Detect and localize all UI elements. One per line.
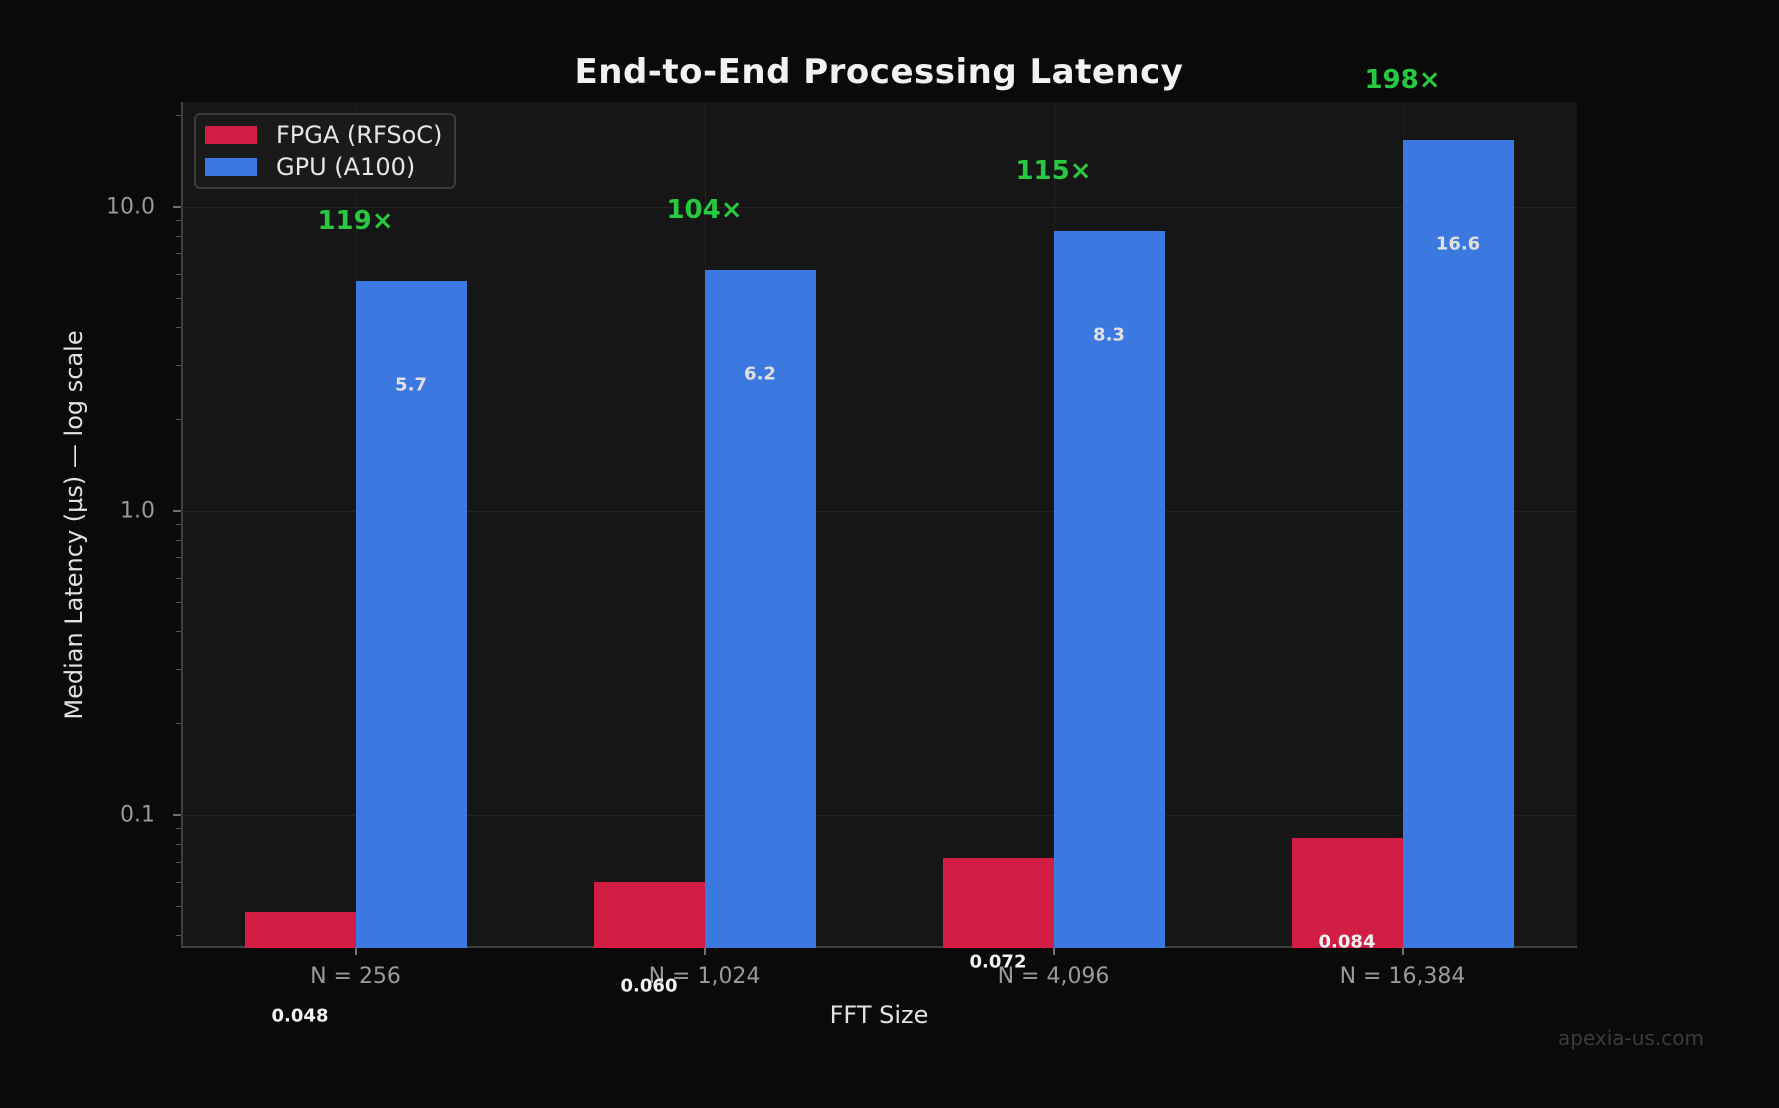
y-tick-label: 1.0 [120,498,155,524]
y-major-tick [173,205,181,208]
y-gridline [181,510,1577,512]
y-gridline [181,814,1577,816]
legend-row-gpu: GPU (A100) [205,155,454,179]
legend: FPGA (RFSoC) GPU (A100) [194,113,456,189]
y-major-tick [173,813,181,816]
x-gridline [704,102,706,946]
x-tick [1401,948,1404,955]
y-tick-label: 0.1 [120,802,155,828]
x-gridline [355,102,357,946]
gpu-color-swatch [205,158,257,176]
x-tick [354,948,357,955]
y-gridline [181,206,1577,208]
plot-area [181,102,1577,948]
value-label-fpga: 0.072 [969,951,1027,973]
watermark: apexia-us.com [1558,1026,1704,1050]
legend-label-gpu: GPU (A100) [276,153,416,181]
fpga-color-swatch [205,126,257,144]
x-tick-label: N = 16,384 [1339,964,1466,989]
x-tick [1052,948,1055,955]
x-axis-label: FFT Size [829,1001,929,1029]
chart-title: End-to-End Processing Latency [574,52,1184,92]
x-tick [703,948,706,955]
y-axis-label: Median Latency (µs) — log scale [60,330,88,720]
x-gridline [1053,102,1055,946]
x-gridline [1402,102,1404,946]
legend-row-fpga: FPGA (RFSoC) [205,123,454,147]
legend-label-fpga: FPGA (RFSoC) [276,121,443,149]
grid-layer [181,102,1577,946]
y-major-tick [173,509,181,512]
x-tick-label: N = 1,024 [648,964,761,989]
x-tick-label: N = 4,096 [997,964,1110,989]
x-tick-label: N = 256 [310,964,401,989]
y-tick-label: 10.0 [106,194,155,220]
value-label-fpga: 0.060 [620,975,678,997]
